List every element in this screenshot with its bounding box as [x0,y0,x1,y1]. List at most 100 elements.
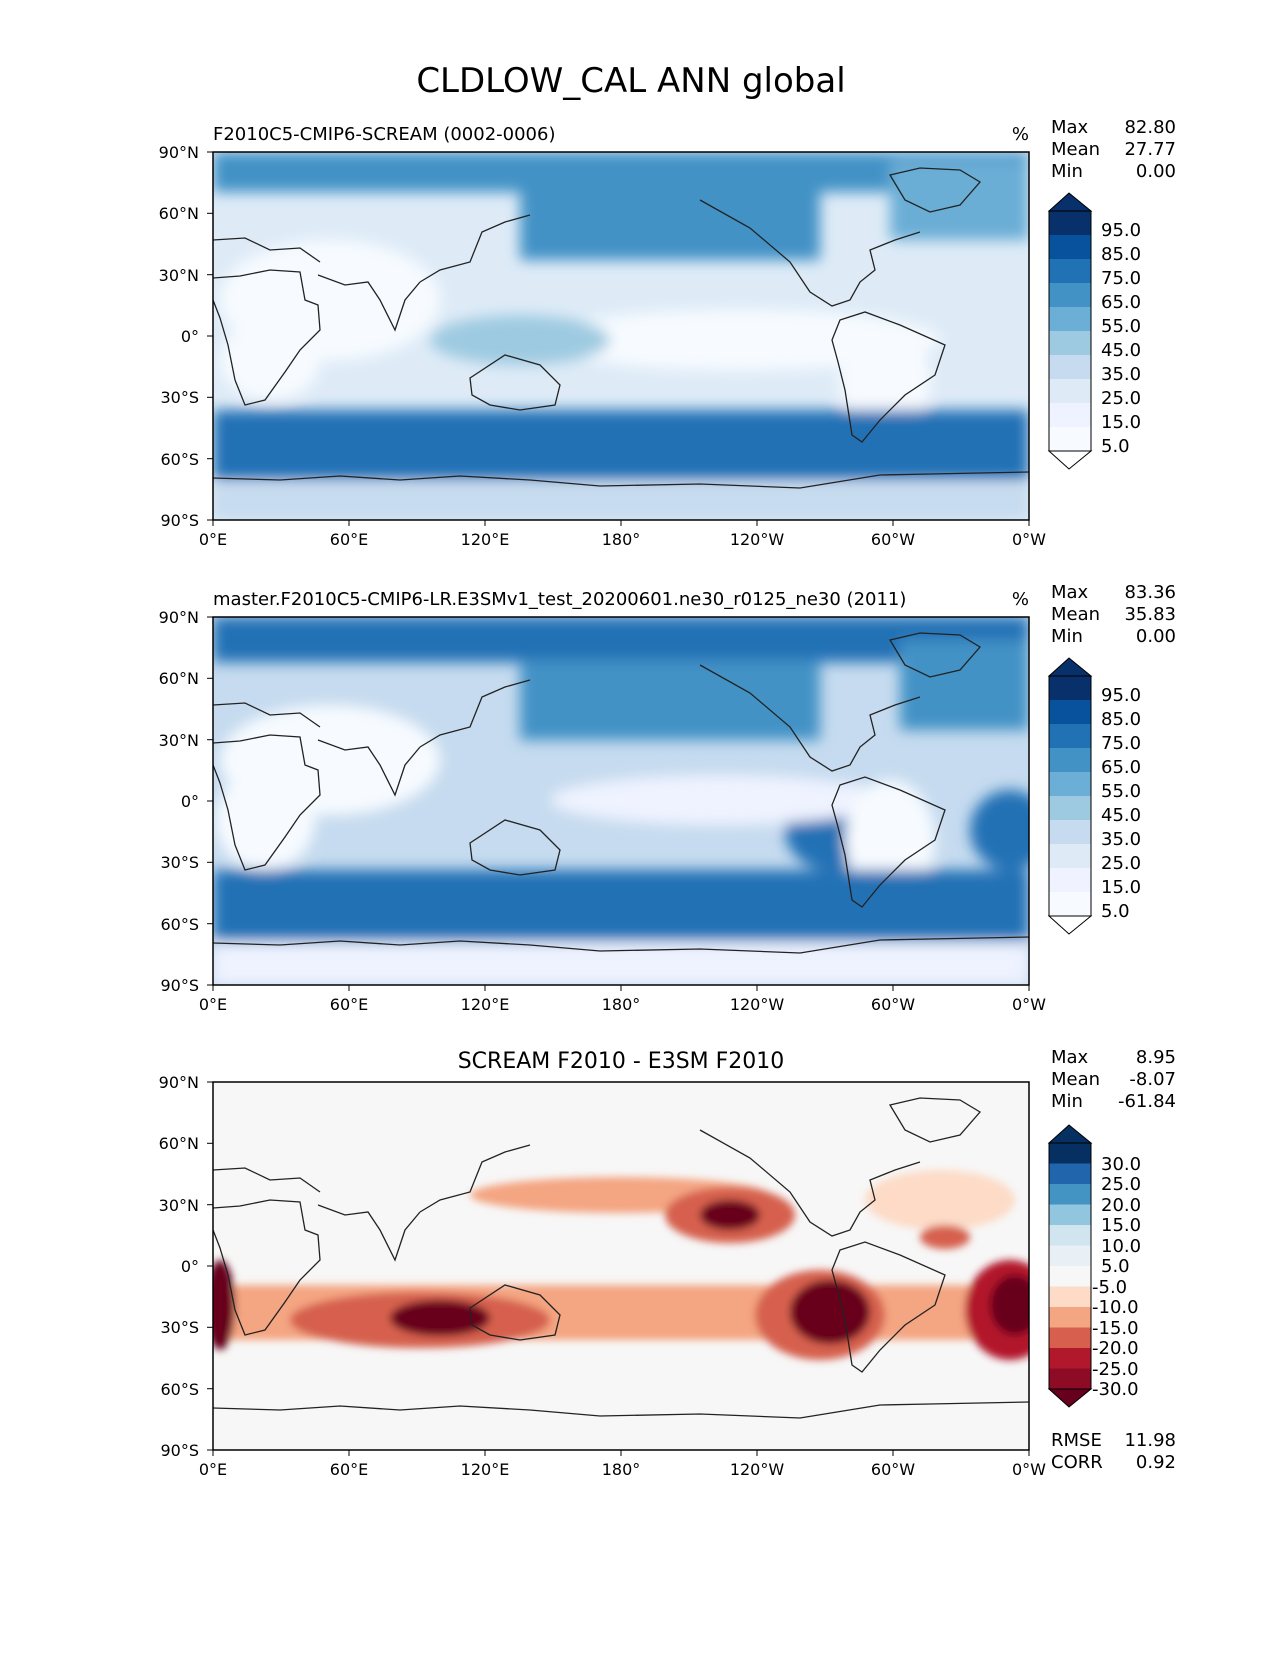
x-tick-label: 0°W [1012,995,1046,1014]
x-tick-label: 60°W [871,1460,915,1479]
colorbar-label: 35.0 [1101,364,1141,385]
outline-north-america [699,199,921,307]
colorbar-label: -25.0 [1092,1359,1139,1380]
colorbar-segment [1049,331,1091,355]
colorbar-segment [1049,1307,1091,1328]
colorbar-label: 15.0 [1101,877,1141,898]
colorbar-label: 85.0 [1101,244,1141,265]
x-tick-label: 60°E [330,995,368,1014]
y-ticks: 90°N 60°N 30°N 0° 30°S 60°S 90°S [159,143,213,530]
contour-n-atlantic [865,1170,1015,1230]
colorbar-label: 35.0 [1101,829,1141,850]
x-tick-label: 180° [602,1460,641,1479]
outline-africa [213,734,321,871]
contour-north-pacific [520,660,820,740]
contour-atlantic-spot [920,1225,970,1249]
colorbar-top-cap [1047,1124,1093,1144]
colorbar-label: 95.0 [1101,685,1141,706]
colorbar-label: 30.0 [1101,1154,1141,1175]
stat-max-value: 82.80 [1124,117,1176,138]
colorbar-segment [1049,211,1091,235]
stat-min-value: 0.00 [1136,626,1176,647]
figure-title: CLDLOW_CAL ANN global [416,61,845,101]
colorbar-segment [1049,748,1091,772]
outline-south-america [831,1241,946,1373]
colorbar-label: 95.0 [1101,220,1141,241]
colorbar-segment [1049,700,1091,724]
outline-antarctica [213,1401,1029,1419]
colorbar-bottom-cap [1047,1388,1093,1408]
contour-south-america [840,325,930,435]
outline-africa [213,269,321,406]
outline-east-asia [419,679,531,748]
colorbar-segment [1049,868,1091,892]
stat-max-label: Max [1051,117,1089,138]
panel-test: F2010C5-CMIP6-SCREAM (0002-0006) % Max 8… [159,117,1176,549]
x-tick-label: 60°W [871,995,915,1014]
stat-min-label: Min [1051,1091,1083,1112]
map-background [213,1082,1029,1450]
stat-max-value: 83.36 [1124,582,1176,603]
panel-title: F2010C5-CMIP6-SCREAM (0002-0006) [213,124,555,145]
stat-mean-label: Mean [1051,604,1100,625]
x-ticks: 0°E 60°E 120°E 180° 120°W 60°W 0°W [199,985,1046,1014]
colorbar-label: 65.0 [1101,757,1141,778]
colorbar-segment [1049,1225,1091,1246]
y-ticks: 90°N 60°N 30°N 0° 30°S 60°S 90°S [159,1073,213,1460]
contour-west-edge [213,1260,235,1350]
colorbar-segment [1049,1184,1091,1205]
y-tick-label: 30°N [159,1196,199,1215]
outline-east-asia [419,1144,531,1213]
colorbar: 95.0 85.0 75.0 65.0 55.0 45.0 35.0 25.0 … [1047,657,1141,935]
colorbar-segment [1049,1368,1091,1389]
map-field [213,1082,1029,1450]
y-tick-label: 30°S [160,853,199,872]
outline-greenland [888,167,981,213]
colorbar-segment [1049,772,1091,796]
x-tick-label: 120°W [730,530,785,549]
y-tick-label: 90°N [159,143,199,162]
colorbar-label: 25.0 [1101,388,1141,409]
y-tick-label: 30°S [160,388,199,407]
contour-se-atlantic-core [990,1275,1029,1335]
stat-max-value: 8.95 [1136,1047,1176,1068]
contour-south-indian-core [390,1300,490,1336]
land-outlines [213,1097,1029,1419]
y-tick-label: 90°S [160,1441,199,1460]
x-ticks: 0°E 60°E 120°E 180° 120°W 60°W 0°W [199,1450,1046,1479]
colorbar-segment [1049,283,1091,307]
contour-ne-pacific-core [700,1200,760,1230]
panel-title: SCREAM F2010 - E3SM F2010 [458,1049,785,1074]
y-tick-label: 90°N [159,1073,199,1092]
contour-north-pacific [520,190,820,260]
colorbar-segment [1049,403,1091,427]
colorbar-label: -5.0 [1092,1277,1127,1298]
outline-arabia-india [317,739,421,797]
y-tick-label: 0° [181,1257,199,1276]
outline-north-america [699,664,921,772]
y-tick-label: 0° [181,327,199,346]
map-field [213,617,1029,985]
map-contours [213,617,1029,985]
rmse-value: 11.98 [1124,1430,1176,1451]
colorbar-label: 65.0 [1101,292,1141,313]
outline-arabia-india [317,1204,421,1262]
y-ticks: 90°N 60°N 30°N 0° 30°S 60°S 90°S [159,608,213,995]
stat-min-value: -61.84 [1118,1091,1176,1112]
colorbar-segment [1049,1163,1091,1184]
colorbar-top-cap [1047,192,1093,212]
colorbar: 30.0 25.0 20.0 15.0 10.0 5.0 -5.0 -10.0 … [1047,1124,1141,1408]
x-tick-label: 120°W [730,1460,785,1479]
panel-difference: SCREAM F2010 - E3SM F2010 Max 8.95 Mean … [159,1047,1176,1479]
contour-north-atlantic [900,640,1029,730]
stat-min-label: Min [1051,161,1083,182]
y-tick-label: 30°N [159,731,199,750]
colorbar-label: 5.0 [1101,436,1130,457]
colorbar-segment [1049,892,1091,916]
colorbar-segment [1049,1143,1091,1164]
outline-greenland [888,1097,981,1143]
x-tick-label: 120°E [461,530,510,549]
stat-mean-value: 35.83 [1124,604,1176,625]
y-tick-label: 30°S [160,1318,199,1337]
x-tick-label: 60°E [330,530,368,549]
